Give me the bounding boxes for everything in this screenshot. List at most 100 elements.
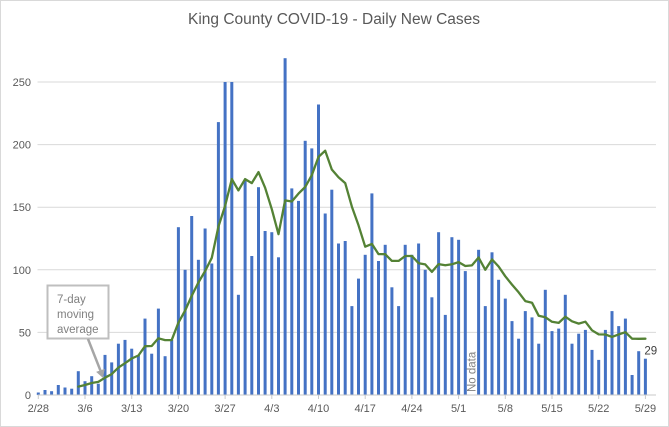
bar — [550, 331, 554, 395]
bar — [116, 343, 120, 395]
last-value-label: 29 — [644, 346, 657, 358]
bar — [170, 339, 174, 395]
bar — [196, 259, 200, 395]
x-axis-label: 3/13 — [121, 403, 142, 415]
y-axis-label: 100 — [13, 265, 31, 277]
x-axis-label: 3/6 — [77, 403, 92, 415]
bar — [397, 306, 401, 395]
bar — [297, 200, 300, 395]
chart-title: King County COVID-19 - Daily New Cases — [188, 11, 480, 28]
bar — [390, 287, 394, 395]
annotation-text-line: 7-day — [57, 294, 86, 306]
bar — [183, 269, 187, 395]
y-axis-label: 250 — [13, 77, 31, 89]
x-axis-label: 4/17 — [354, 403, 375, 415]
x-axis-label: 2/28 — [28, 403, 49, 415]
bar — [357, 278, 360, 395]
bar — [617, 326, 621, 395]
bar — [330, 189, 334, 395]
bar — [557, 328, 561, 395]
bar-series — [36, 58, 647, 395]
bar — [136, 354, 140, 395]
bar — [463, 271, 467, 395]
bar — [56, 385, 60, 395]
x-axis-label: 5/8 — [498, 403, 513, 415]
moving-average-line — [77, 149, 647, 388]
bar — [577, 333, 581, 395]
bar — [50, 391, 54, 395]
bar — [110, 362, 114, 395]
bar — [123, 339, 127, 395]
bar — [377, 261, 380, 395]
bar — [350, 306, 354, 395]
bar — [410, 254, 414, 395]
bar — [323, 213, 327, 395]
bar — [156, 308, 160, 395]
bar — [96, 383, 100, 395]
bar — [383, 244, 387, 395]
bar — [537, 343, 541, 395]
x-axis-label: 4/3 — [264, 403, 279, 415]
bar — [76, 371, 80, 395]
bar — [623, 318, 627, 395]
bar — [523, 311, 527, 395]
bar — [303, 140, 307, 395]
bar — [270, 232, 274, 395]
bar — [437, 232, 441, 395]
y-axis-label: 50 — [19, 327, 31, 339]
bar — [363, 254, 367, 395]
bar — [90, 376, 94, 395]
bar — [63, 387, 67, 395]
x-axis-label: 5/1 — [451, 403, 466, 415]
bar — [190, 216, 194, 395]
x-axis-label: 4/24 — [401, 403, 422, 415]
bar — [457, 239, 461, 395]
bar — [176, 227, 180, 395]
bar — [583, 329, 587, 395]
bar — [630, 375, 634, 395]
bar — [290, 188, 294, 395]
bar — [257, 187, 260, 395]
bar — [143, 318, 147, 395]
bar — [236, 294, 240, 395]
bar — [163, 356, 167, 395]
bar — [130, 348, 134, 395]
bar — [603, 329, 607, 395]
bar — [370, 193, 374, 395]
annotation-text-line: moving — [57, 309, 94, 321]
y-axis-label: 0 — [25, 390, 31, 402]
bar — [70, 388, 74, 395]
annotation-callout: 7-day moving average — [46, 284, 110, 378]
bar — [450, 237, 454, 395]
bar — [250, 256, 254, 395]
bar — [643, 358, 647, 395]
bar — [43, 390, 47, 395]
bar — [530, 317, 534, 395]
bar — [563, 294, 567, 395]
bar — [510, 321, 514, 395]
x-axis: 2/28 3/6 3/13 3/20 3/27 4/3 4/10 4/17 4/24 5/1 5/8… — [28, 394, 656, 415]
bar — [317, 104, 320, 395]
bar — [497, 279, 501, 395]
bar — [243, 180, 247, 395]
bar — [277, 257, 280, 395]
y-axis-labels: 0 50 100 150 200 250 — [13, 77, 31, 402]
bar — [610, 311, 614, 395]
bar — [477, 249, 481, 395]
no-data-label: No data — [466, 351, 478, 392]
x-axis-label: 3/20 — [168, 403, 189, 415]
bar — [403, 244, 407, 395]
annotation-box — [46, 284, 110, 340]
bar — [543, 289, 547, 395]
bar — [223, 82, 227, 395]
bar — [230, 82, 234, 395]
bar — [83, 381, 87, 395]
x-axis-label: 5/22 — [588, 403, 609, 415]
annotation-arrowhead — [96, 368, 105, 378]
annotation-arrow — [86, 338, 102, 371]
bar — [337, 243, 340, 395]
bar — [570, 343, 574, 395]
bar — [417, 243, 421, 395]
